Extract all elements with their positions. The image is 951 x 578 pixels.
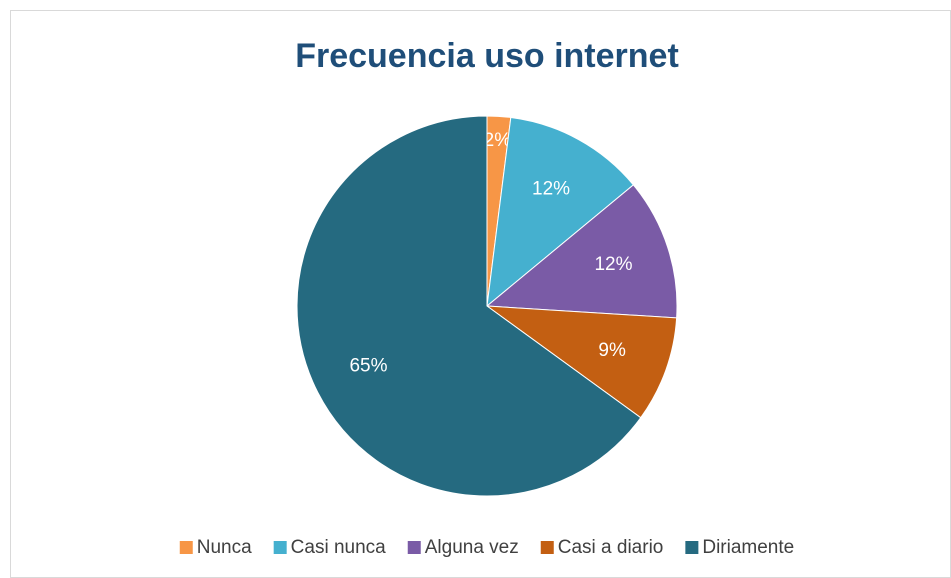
pie-slice <box>486 116 635 308</box>
data-label: 65% <box>349 355 387 376</box>
data-label: 12% <box>594 254 632 275</box>
pie-slice <box>485 305 678 419</box>
data-label: 9% <box>598 340 626 361</box>
legend-label: Casi nunca <box>291 537 386 558</box>
legend-swatch <box>179 541 193 554</box>
data-label: 12% <box>532 178 570 199</box>
legend-label: Casi a diario <box>558 537 664 558</box>
pie-slice <box>485 184 678 319</box>
pie-slice <box>296 115 642 497</box>
legend-swatch <box>685 541 699 554</box>
chart-title: Frecuencia uso internet <box>295 37 679 75</box>
legend-label: Diriamente <box>702 537 794 558</box>
legend-swatch <box>540 541 554 554</box>
legend-label: Nunca <box>197 537 252 558</box>
legend-swatch <box>273 541 287 554</box>
legend-swatch <box>407 541 421 554</box>
data-label: 2% <box>484 130 512 151</box>
legend-label: Alguna vez <box>425 537 519 558</box>
